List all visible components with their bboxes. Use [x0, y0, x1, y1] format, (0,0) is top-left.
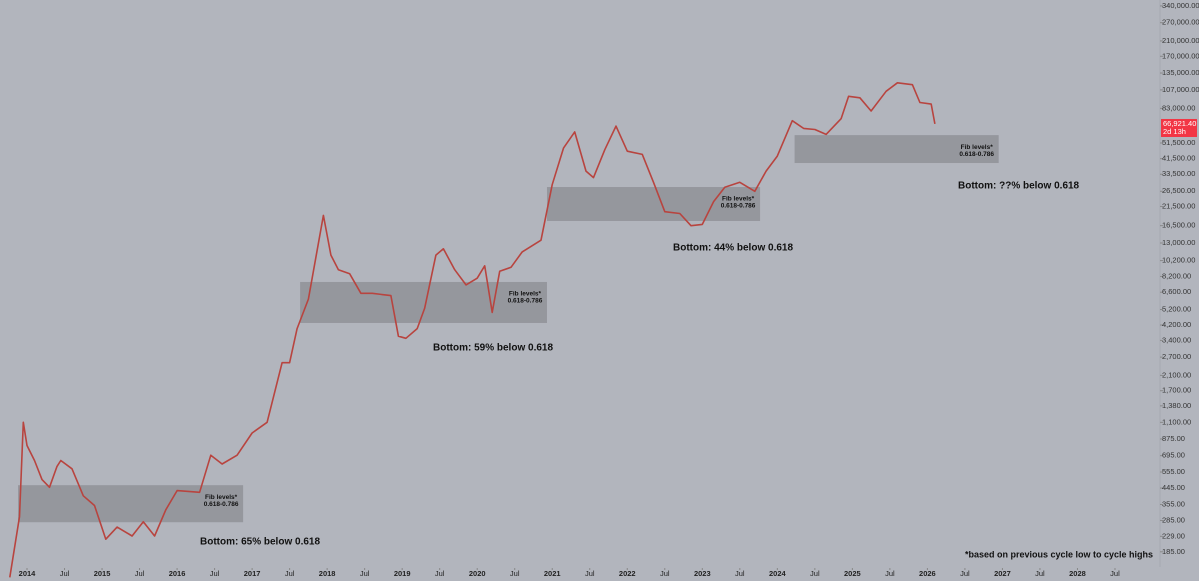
zone-label: Fib levels*: [205, 494, 238, 501]
y-tick-label: 3,400.00: [1162, 335, 1191, 344]
y-tick-label: 285.00: [1162, 515, 1185, 524]
y-tick-label: 107,000.00: [1162, 85, 1199, 94]
price-line: [9, 82, 936, 578]
fib-zone: [794, 135, 999, 164]
fib-zone: [18, 485, 244, 523]
x-tick-label: 2028: [1069, 569, 1086, 578]
x-tick-label: Jul: [810, 569, 820, 578]
fib-zone: [300, 281, 547, 323]
x-tick-label: 2025: [844, 569, 861, 578]
x-tick-label: 2021: [544, 569, 561, 578]
x-tick-label: Jul: [660, 569, 670, 578]
y-tick-label: 695.00: [1162, 451, 1185, 460]
y-tick-label: 210,000.00: [1162, 36, 1199, 45]
y-tick-label: 2,700.00: [1162, 352, 1191, 361]
zone-label: Fib levels*: [961, 144, 994, 151]
y-tick-label: 21,500.00: [1162, 201, 1195, 210]
x-tick-label: 2027: [994, 569, 1011, 578]
y-tick-label: 229.00: [1162, 531, 1185, 540]
x-tick-label: 2026: [919, 569, 936, 578]
y-tick-label: 10,200.00: [1162, 256, 1195, 265]
last-price-box: [1161, 118, 1197, 137]
x-tick-label: 2020: [469, 569, 486, 578]
x-tick-label: 2016: [169, 569, 186, 578]
y-tick-label: 33,500.00: [1162, 169, 1195, 178]
y-tick-label: 875.00: [1162, 434, 1185, 443]
y-tick-label: 16,500.00: [1162, 221, 1195, 230]
x-tick-label: Jul: [735, 569, 745, 578]
y-tick-label: 1,380.00: [1162, 401, 1191, 410]
zone-label: 0.618-0.786: [508, 298, 543, 305]
x-tick-label: Jul: [1035, 569, 1045, 578]
annotation: *based on previous cycle low to cycle hi…: [965, 549, 1153, 559]
x-tick-label: Jul: [135, 569, 145, 578]
y-tick-label: 8,200.00: [1162, 271, 1191, 280]
annotation: Bottom: 65% below 0.618: [200, 537, 320, 548]
y-tick-label: 2,100.00: [1162, 370, 1191, 379]
zone-label: Fib levels*: [722, 196, 755, 203]
y-tick-label: 1,700.00: [1162, 386, 1191, 395]
x-tick-label: Jul: [285, 569, 295, 578]
x-tick-label: Jul: [1110, 569, 1120, 578]
zone-label: 0.618-0.786: [721, 203, 756, 210]
x-tick-label: Jul: [885, 569, 895, 578]
y-tick-label: 4,200.00: [1162, 320, 1191, 329]
y-tick-label: 445.00: [1162, 483, 1185, 492]
zone-label: 0.618-0.786: [959, 151, 994, 158]
y-tick-label: 555.00: [1162, 467, 1185, 476]
x-tick-label: Jul: [510, 569, 520, 578]
zone-label: Fib levels*: [509, 291, 542, 298]
x-tick-label: 2015: [94, 569, 111, 578]
annotation: Bottom: 44% below 0.618: [673, 243, 793, 254]
y-tick-label: 5,200.00: [1162, 305, 1191, 314]
y-tick-label: 340,000.00: [1162, 1, 1199, 10]
y-tick-label: 170,000.00: [1162, 51, 1199, 60]
y-tick-label: 270,000.00: [1162, 18, 1199, 27]
x-tick-label: 2024: [769, 569, 787, 578]
y-tick-label: 185.00: [1162, 547, 1185, 556]
x-tick-label: Jul: [360, 569, 370, 578]
fib-zone: [546, 187, 761, 221]
y-tick-label: 13,000.00: [1162, 238, 1195, 247]
y-tick-label: 6,600.00: [1162, 287, 1191, 296]
x-tick-label: 2014: [19, 569, 37, 578]
zone-label: 0.618-0.786: [204, 501, 239, 508]
x-tick-label: Jul: [60, 569, 70, 578]
y-tick-label: 26,500.00: [1162, 186, 1195, 195]
y-tick-label: 1,100.00: [1162, 417, 1191, 426]
countdown-label: 2d 13h: [1163, 127, 1186, 136]
x-tick-label: Jul: [435, 569, 445, 578]
x-tick-label: Jul: [585, 569, 595, 578]
y-tick-label: 51,500.00: [1162, 138, 1195, 147]
y-tick-label: 83,000.00: [1162, 103, 1195, 112]
annotation: Bottom: ??% below 0.618: [958, 181, 1080, 192]
last-price-label: 66,921.40: [1163, 119, 1196, 128]
annotation: Bottom: 59% below 0.618: [433, 343, 553, 354]
x-tick-label: 2019: [394, 569, 411, 578]
x-tick-label: 2018: [319, 569, 336, 578]
x-tick-label: 2023: [694, 569, 711, 578]
y-tick-label: 135,000.00: [1162, 68, 1199, 77]
x-tick-label: Jul: [960, 569, 970, 578]
x-tick-label: 2022: [619, 569, 636, 578]
y-tick-label: 355.00: [1162, 499, 1185, 508]
x-tick-label: Jul: [210, 569, 220, 578]
x-tick-label: 2017: [244, 569, 261, 578]
y-tick-label: 41,500.00: [1162, 154, 1195, 163]
